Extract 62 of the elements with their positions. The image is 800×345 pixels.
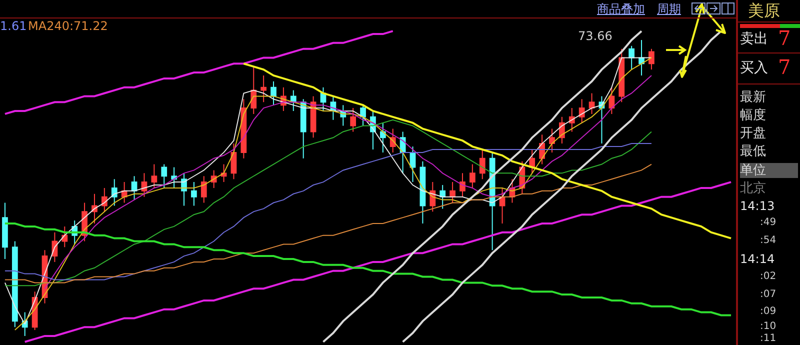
text: MA240:71.22: [28, 19, 108, 33]
candlestick: [62, 226, 68, 248]
text: 7: [778, 26, 791, 50]
text: :02: [760, 271, 776, 282]
candlestick: [420, 160, 426, 224]
candlestick: [2, 202, 8, 260]
text: :10: [760, 321, 776, 332]
text: 美原: [748, 1, 780, 20]
candlestick: [549, 128, 555, 153]
candlestick: [460, 172, 466, 198]
candlestick: [141, 172, 148, 198]
text: :54: [760, 235, 776, 246]
text: :09: [760, 306, 776, 317]
candlestick: [648, 48, 654, 70]
text: 开盘: [740, 126, 766, 141]
candlestick: [300, 98, 306, 159]
text: :07: [760, 289, 776, 300]
candlestick: [131, 176, 138, 200]
text: 最新: [740, 90, 766, 105]
candlestick: [479, 148, 486, 180]
candlestick: [161, 164, 168, 188]
candlestick: [638, 39, 644, 76]
text: :49: [760, 217, 776, 228]
candlestick: [499, 187, 506, 224]
candlestick: [410, 146, 416, 183]
candlestick: [350, 108, 356, 132]
candlestick: [191, 182, 197, 206]
candlestick: [608, 86, 615, 114]
candlestick: [12, 240, 18, 328]
text: 买入: [740, 60, 768, 76]
candlestick: [270, 80, 276, 106]
text: :11: [760, 333, 776, 344]
text: 14:13: [740, 199, 775, 213]
text: 卖出: [740, 31, 768, 47]
candlestick: [220, 164, 227, 183]
candlestick: [618, 48, 625, 103]
candlestick: [151, 164, 158, 188]
candlestick: [470, 164, 476, 188]
annotation: 73.66: [578, 29, 612, 43]
candlestick: [440, 184, 446, 210]
candlestick: [360, 104, 366, 126]
candlestick: [171, 166, 177, 188]
candlestick: [200, 176, 207, 204]
text: 单位: [740, 163, 798, 178]
text: 商品叠加: [597, 2, 645, 16]
text: 14:14: [740, 252, 775, 266]
candlestick: [588, 92, 595, 114]
candlestick: [260, 74, 266, 103]
candlestick: [111, 178, 118, 206]
candlestick: [380, 122, 386, 153]
candlestick: [290, 90, 296, 112]
text: 北京: [740, 181, 766, 196]
text: 最低: [740, 144, 766, 159]
text: 幅度: [740, 108, 766, 123]
candlestick: [240, 98, 247, 159]
candlestick: [250, 66, 257, 114]
candlestick: [628, 45, 634, 70]
text: 1.61: [0, 19, 27, 33]
text: 7: [778, 55, 791, 79]
candlestick: [230, 143, 237, 180]
text: 周期: [657, 2, 681, 16]
candlestick: [578, 98, 585, 124]
